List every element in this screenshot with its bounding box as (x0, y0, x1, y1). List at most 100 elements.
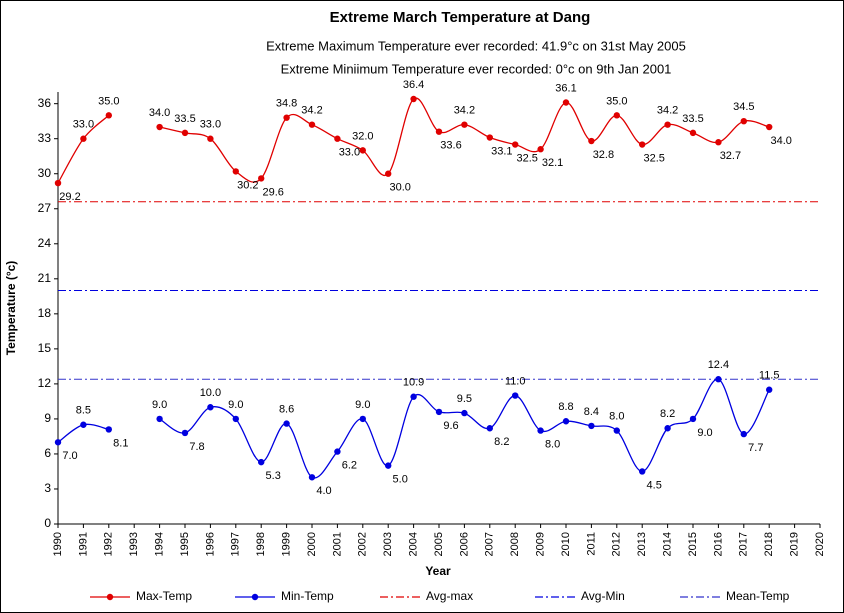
x-tick-label: 2006 (458, 532, 470, 556)
data-label: 33.1 (491, 145, 512, 157)
x-tick-label: 2016 (712, 532, 724, 556)
x-tick-label: 2004 (408, 532, 420, 556)
x-tick-label: 1999 (281, 532, 293, 556)
data-point (562, 99, 570, 106)
data-label: 32.5 (516, 152, 537, 164)
data-point (232, 168, 239, 175)
data-point (512, 141, 519, 148)
legend-marker (106, 593, 114, 601)
x-tick-label: 2007 (484, 532, 496, 556)
data-point (486, 134, 493, 141)
data-point (80, 421, 87, 428)
data-label: 34.2 (301, 105, 322, 117)
data-label: 7.8 (189, 441, 204, 453)
y-tick-label: 21 (38, 271, 52, 285)
data-point (359, 147, 366, 154)
subtitle: Extreme Maximum Temperature ever recorde… (266, 38, 686, 53)
x-tick-label: 2018 (763, 532, 775, 556)
data-label: 36.1 (555, 82, 576, 94)
data-label: 8.4 (584, 406, 599, 418)
data-point (512, 392, 519, 399)
y-axis-title: Temperature (°c) (4, 261, 18, 356)
data-point (588, 137, 595, 145)
data-point (207, 404, 214, 411)
x-axis-title: Year (425, 564, 451, 578)
data-label: 9.0 (697, 427, 712, 439)
data-label: 9.5 (457, 393, 472, 405)
y-tick-label: 18 (38, 306, 52, 320)
data-label: 9.0 (228, 399, 243, 411)
data-label: 12.4 (708, 359, 729, 371)
x-tick-label: 1997 (230, 532, 242, 556)
data-label: 5.0 (393, 474, 408, 486)
data-point (766, 123, 773, 131)
data-label: 9.0 (355, 399, 370, 411)
data-point (410, 393, 417, 400)
data-point (334, 135, 341, 142)
data-label: 8.2 (494, 436, 509, 448)
x-tick-label: 2014 (662, 532, 674, 556)
data-label: 11.5 (759, 370, 780, 382)
data-point (461, 121, 468, 128)
data-label: 34.2 (454, 105, 475, 117)
data-label: 33.0 (73, 119, 94, 131)
subtitle: Extreme Miniimum Temperature ever record… (281, 61, 672, 76)
data-point (689, 415, 697, 423)
data-label: 30.2 (237, 179, 258, 191)
data-point (359, 415, 366, 423)
data-point (308, 121, 316, 128)
data-point (613, 427, 620, 434)
x-tick-label: 2001 (331, 532, 343, 556)
y-tick-label: 12 (38, 376, 52, 390)
legend-label: Mean-Temp (726, 589, 790, 603)
data-label: 8.6 (279, 403, 294, 415)
x-tick-label: 2002 (357, 532, 369, 556)
legend-label: Min-Temp (281, 589, 334, 603)
x-tick-label: 1993 (128, 532, 140, 556)
data-label: 34.8 (276, 98, 297, 110)
data-label: 7.0 (62, 450, 77, 462)
data-label: 9.6 (443, 420, 458, 432)
y-tick-label: 30 (38, 166, 52, 180)
x-tick-label: 1994 (154, 532, 166, 556)
data-label: 32.7 (720, 150, 741, 162)
data-point (156, 123, 163, 131)
data-point (308, 474, 316, 481)
data-label: 8.5 (76, 405, 91, 417)
x-tick-label: 1998 (255, 532, 267, 556)
x-tick-label: 2010 (560, 532, 572, 556)
data-label: 33.5 (682, 113, 703, 125)
data-label: 8.2 (660, 408, 675, 420)
data-label: 33.5 (174, 113, 195, 125)
data-point (537, 427, 544, 434)
data-label: 33.0 (200, 119, 221, 131)
data-point (435, 128, 443, 135)
data-point (181, 429, 189, 437)
x-tick-label: 2005 (433, 532, 445, 556)
y-tick-label: 36 (38, 96, 52, 110)
data-label: 11.0 (505, 375, 526, 387)
data-label: 10.9 (403, 377, 424, 389)
data-point (54, 439, 62, 446)
x-tick-label: 2020 (814, 532, 826, 556)
data-label: 8.8 (558, 401, 573, 413)
data-point (105, 112, 113, 119)
data-point (283, 420, 290, 427)
chart-title: Extreme March Temperature at Dang (330, 9, 591, 26)
data-label: 9.0 (152, 399, 167, 411)
data-point (156, 415, 163, 423)
data-label: 4.5 (647, 479, 662, 491)
x-tick-label: 2009 (535, 532, 547, 556)
x-tick-label: 2017 (738, 532, 750, 556)
x-tick-label: 2013 (636, 532, 648, 556)
x-tick-label: 2003 (382, 532, 394, 556)
data-point (54, 179, 62, 187)
data-label: 35.0 (606, 95, 627, 107)
data-label: 30.0 (389, 182, 410, 194)
x-tick-label: 1995 (179, 532, 191, 556)
legend-marker (251, 593, 259, 601)
data-point (105, 426, 113, 433)
data-label: 33.0 (339, 147, 360, 159)
